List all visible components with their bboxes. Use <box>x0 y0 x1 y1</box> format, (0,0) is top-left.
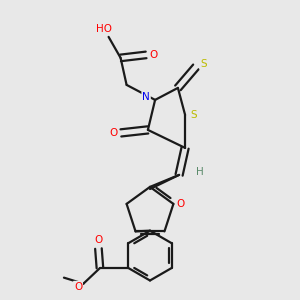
Text: O: O <box>149 50 158 60</box>
Text: HO: HO <box>96 23 112 34</box>
Text: S: S <box>200 59 207 69</box>
Text: N: N <box>142 92 150 102</box>
Text: O: O <box>74 282 82 292</box>
Text: O: O <box>94 236 103 245</box>
Text: O: O <box>109 128 118 138</box>
Text: O: O <box>177 199 185 209</box>
Text: H: H <box>196 167 204 177</box>
Text: S: S <box>191 110 197 120</box>
